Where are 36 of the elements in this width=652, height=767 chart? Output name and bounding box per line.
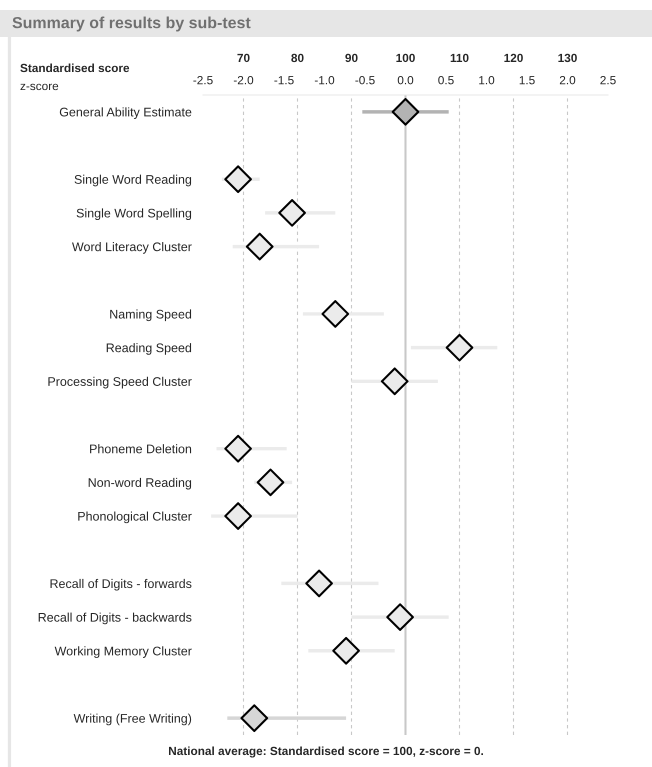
x2-tick-label: 1.0	[479, 76, 494, 84]
x2-tick-label: 2.0	[560, 76, 576, 84]
x-tick-label: 110	[450, 54, 469, 62]
x2-tick-label: -1.5	[274, 76, 294, 84]
y-tick-label: Recall of Digits - forwards	[50, 578, 192, 591]
x-tick-label: 130	[558, 54, 577, 62]
y-tick-label: Phoneme Deletion	[90, 444, 192, 454]
x-axis-title: Standardised score	[20, 64, 130, 72]
text: National average: Standardised score = 100, z-score = 0.	[168, 746, 484, 758]
x-tick-label: 70	[237, 54, 250, 62]
y-tick-label: Single Word Spelling	[76, 208, 192, 220]
y-tick-label: Working Memory Cluster	[54, 646, 192, 658]
y-tick-label: Word Literacy Cluster	[72, 242, 192, 254]
x-tick-label: 120	[504, 54, 523, 62]
y-tick-label: Reading Speed	[106, 343, 192, 355]
y-tick-label: Non-word Reading	[88, 478, 192, 490]
x2-tick-label: -0.5	[355, 76, 375, 84]
x2-tick-label: 0.0	[398, 76, 414, 84]
x2-tick-label: 2.5	[600, 76, 616, 84]
y-tick-label: Processing Speed Cluster	[48, 376, 192, 388]
y-tick-label: Naming Speed	[110, 309, 192, 322]
x2-tick-label: -1.0	[314, 76, 334, 84]
x2-tick-label: 1.5	[520, 76, 535, 84]
x2-axis-title: z-score	[20, 84, 58, 90]
chart-title: Summary of results by sub-test	[12, 16, 251, 32]
y-tick-label: Phonological Cluster	[78, 512, 192, 524]
x-tick-label: 90	[345, 54, 358, 62]
y-tick-label: General Ability Estimate	[60, 107, 192, 119]
x-tick-label: 80	[291, 54, 304, 62]
y-tick-label: Recall of Digits - backwards	[38, 612, 192, 624]
x-tick-label: 100	[396, 54, 415, 62]
x2-tick-label: 0.5	[438, 76, 454, 84]
y-tick-label: Writing (Free Writing)	[74, 714, 192, 726]
x2-tick-label: -2.5	[193, 76, 213, 84]
x2-tick-label: -2.0	[234, 76, 254, 84]
y-tick-label: Single Word Reading	[74, 174, 192, 186]
